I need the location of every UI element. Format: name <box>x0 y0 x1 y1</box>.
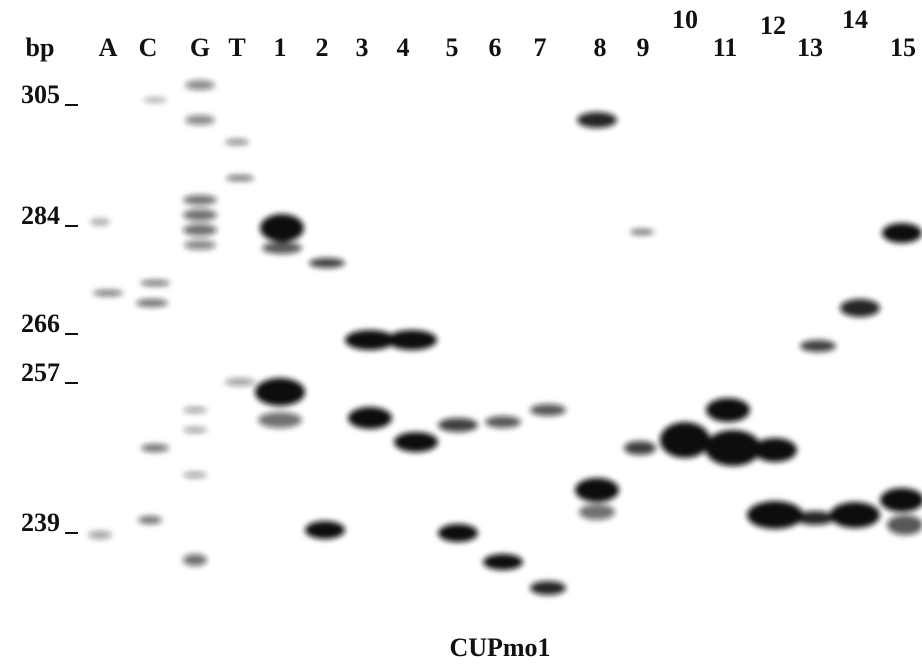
band <box>747 501 803 529</box>
band <box>258 412 302 428</box>
band <box>183 472 207 478</box>
band <box>90 218 110 226</box>
band <box>183 224 217 236</box>
band <box>136 299 168 307</box>
band <box>706 398 750 422</box>
band <box>800 340 836 352</box>
lane-label: 15 <box>890 33 916 62</box>
lane-label: A <box>99 33 118 62</box>
caption: CUPmo1 <box>449 633 550 662</box>
band <box>624 441 656 455</box>
band <box>140 280 170 286</box>
lane-label: 4 <box>397 33 410 62</box>
band <box>255 378 305 406</box>
gel-bands <box>88 80 922 595</box>
band <box>143 97 167 103</box>
band <box>438 418 478 432</box>
band <box>262 242 302 254</box>
lane-label: 6 <box>489 33 502 62</box>
band <box>225 378 255 386</box>
band <box>483 554 523 570</box>
marker-label: 284 <box>21 201 60 230</box>
band <box>183 554 207 566</box>
lane-label: 8 <box>594 33 607 62</box>
band <box>309 258 345 268</box>
band <box>887 515 922 535</box>
band <box>345 330 395 350</box>
band <box>183 407 207 413</box>
band <box>577 112 617 128</box>
band <box>530 404 566 416</box>
marker-label: 266 <box>21 309 60 338</box>
lane-label: 11 <box>713 33 738 62</box>
band <box>705 430 761 466</box>
band <box>225 139 249 145</box>
lane-label: 13 <box>797 33 823 62</box>
lane-label: G <box>190 33 210 62</box>
band <box>579 504 615 520</box>
band <box>387 330 437 350</box>
lane-label: 5 <box>446 33 459 62</box>
lane-label: 12 <box>760 11 786 40</box>
band <box>260 214 304 242</box>
lane-label: T <box>228 33 245 62</box>
marker-label: 257 <box>21 358 60 387</box>
band <box>438 524 478 542</box>
lane-label: C <box>139 33 158 62</box>
marker-label: 305 <box>21 80 60 109</box>
band <box>185 80 215 90</box>
band <box>183 427 207 433</box>
band <box>183 209 217 221</box>
band <box>530 581 566 595</box>
band <box>485 416 521 428</box>
band <box>141 444 169 452</box>
lane-label: 3 <box>356 33 369 62</box>
lane-label: 1 <box>274 33 287 62</box>
band <box>185 115 215 125</box>
lane-label: 14 <box>842 5 868 34</box>
band <box>840 299 880 317</box>
lane-label: 9 <box>637 33 650 62</box>
band <box>348 407 392 429</box>
lane-label: 2 <box>316 33 329 62</box>
band <box>138 516 162 524</box>
band <box>795 511 835 525</box>
band <box>660 422 710 458</box>
band <box>183 195 217 205</box>
lane-label: 10 <box>672 5 698 34</box>
bp-label: bp <box>26 33 55 62</box>
band <box>226 175 254 181</box>
band <box>93 290 123 296</box>
band <box>305 521 345 539</box>
band <box>88 531 112 539</box>
band <box>882 223 922 243</box>
band <box>630 229 654 235</box>
band <box>575 478 619 502</box>
marker-label: 239 <box>21 508 60 537</box>
band <box>394 432 438 452</box>
band <box>184 240 216 250</box>
band <box>830 502 880 528</box>
band <box>880 488 922 512</box>
lane-label: 7 <box>534 33 547 62</box>
band <box>753 438 797 462</box>
